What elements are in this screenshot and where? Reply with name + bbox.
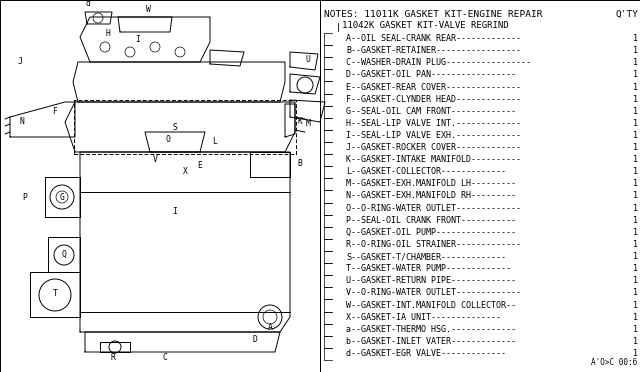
Text: C: C xyxy=(163,353,168,362)
Text: A'O>C 00:6: A'O>C 00:6 xyxy=(591,358,637,367)
Text: 1: 1 xyxy=(633,58,638,67)
Text: F: F xyxy=(52,108,58,116)
Text: R: R xyxy=(111,353,115,362)
Text: D--GASKET-OIL PAN-----------------: D--GASKET-OIL PAN----------------- xyxy=(346,70,516,79)
Text: 1: 1 xyxy=(633,240,638,249)
Text: d: d xyxy=(86,0,90,9)
Text: 1: 1 xyxy=(633,325,638,334)
Text: U: U xyxy=(305,55,310,64)
Text: R--O-RING-OIL STRAINER-------------: R--O-RING-OIL STRAINER------------- xyxy=(346,240,521,249)
Text: S--GASKET-T/CHAMBER-------------: S--GASKET-T/CHAMBER------------- xyxy=(346,252,506,261)
Text: X: X xyxy=(182,167,188,176)
Text: L--GASKET-COLLECTOR-------------: L--GASKET-COLLECTOR------------- xyxy=(346,167,506,176)
Text: Q'TY: Q'TY xyxy=(615,10,638,19)
Text: 11042K GASKET KIT-VALVE REGRIND: 11042K GASKET KIT-VALVE REGRIND xyxy=(342,21,509,30)
Text: Q--GASKET-OIL PUMP----------------: Q--GASKET-OIL PUMP---------------- xyxy=(346,228,516,237)
Text: 1: 1 xyxy=(633,83,638,92)
Text: E: E xyxy=(198,160,202,170)
Text: NOTES: 11011K GASKET KIT-ENGINE REPAIR: NOTES: 11011K GASKET KIT-ENGINE REPAIR xyxy=(324,10,543,19)
Text: 1: 1 xyxy=(633,301,638,310)
Text: L: L xyxy=(212,138,218,147)
Text: O--O-RING-WATER OUTLET-------------: O--O-RING-WATER OUTLET------------- xyxy=(346,203,521,213)
Text: J: J xyxy=(17,58,22,67)
Text: 1: 1 xyxy=(633,34,638,43)
Text: O: O xyxy=(166,135,170,144)
Text: 1: 1 xyxy=(633,46,638,55)
Text: J--GASKET-ROCKER COVER-------------: J--GASKET-ROCKER COVER------------- xyxy=(346,143,521,152)
Text: V: V xyxy=(152,154,157,164)
Text: 1: 1 xyxy=(633,107,638,116)
Text: Q: Q xyxy=(61,250,67,259)
Text: G: G xyxy=(60,193,65,202)
Text: 1: 1 xyxy=(633,203,638,213)
Text: T--GASKET-WATER PUMP-------------: T--GASKET-WATER PUMP------------- xyxy=(346,264,511,273)
Text: A--OIL SEAL-CRANK REAR-------------: A--OIL SEAL-CRANK REAR------------- xyxy=(346,34,521,43)
Text: 1: 1 xyxy=(633,312,638,322)
Text: 1: 1 xyxy=(633,70,638,79)
Text: 1: 1 xyxy=(633,192,638,201)
Text: a--GASKET-THERMO HSG.-------------: a--GASKET-THERMO HSG.------------- xyxy=(346,325,516,334)
Text: 1: 1 xyxy=(633,349,638,358)
Text: M: M xyxy=(305,119,310,128)
Text: F--GASKET-CLYNDER HEAD-------------: F--GASKET-CLYNDER HEAD------------- xyxy=(346,94,521,104)
Text: 1: 1 xyxy=(633,131,638,140)
Text: 1: 1 xyxy=(633,216,638,225)
Text: 1: 1 xyxy=(633,264,638,273)
Text: 1: 1 xyxy=(633,276,638,285)
Text: I--SEAL-LIP VALVE EXH.-------------: I--SEAL-LIP VALVE EXH.------------- xyxy=(346,131,521,140)
Text: P--SEAL-OIL CRANK FRONT-----------: P--SEAL-OIL CRANK FRONT----------- xyxy=(346,216,516,225)
Text: D: D xyxy=(253,336,257,344)
Text: A: A xyxy=(268,323,273,331)
Text: 1: 1 xyxy=(633,179,638,188)
Text: 1: 1 xyxy=(633,94,638,104)
Text: I: I xyxy=(173,208,177,217)
Text: 1: 1 xyxy=(633,337,638,346)
Text: V--O-RING-WATER OUTLET-------------: V--O-RING-WATER OUTLET------------- xyxy=(346,288,521,297)
Text: B: B xyxy=(298,160,303,169)
Text: 1: 1 xyxy=(633,119,638,128)
Text: 1: 1 xyxy=(633,252,638,261)
Text: M--GASKET-EXH.MANIFOLD LH---------: M--GASKET-EXH.MANIFOLD LH--------- xyxy=(346,179,516,188)
Text: C--WASHER-DRAIN PLUG-----------------: C--WASHER-DRAIN PLUG----------------- xyxy=(346,58,531,67)
Text: B--GASKET-RETAINER-----------------: B--GASKET-RETAINER----------------- xyxy=(346,46,521,55)
Text: K: K xyxy=(298,118,303,126)
Text: H: H xyxy=(106,29,111,38)
Text: W--GASKET-INT.MANIFOLD COLLECTOR--: W--GASKET-INT.MANIFOLD COLLECTOR-- xyxy=(346,301,516,310)
Text: b--GASKET-INLET VATER-------------: b--GASKET-INLET VATER------------- xyxy=(346,337,516,346)
Text: I: I xyxy=(136,35,140,45)
Text: E--GASKET-REAR COVER---------------: E--GASKET-REAR COVER--------------- xyxy=(346,83,521,92)
Text: 1: 1 xyxy=(633,167,638,176)
Text: W: W xyxy=(145,4,150,13)
Text: S: S xyxy=(173,122,177,131)
Text: 1: 1 xyxy=(633,288,638,297)
Text: X--GASKET-IA UNIT--------------: X--GASKET-IA UNIT-------------- xyxy=(346,312,501,322)
Text: K--GASKET-INTAKE MANIFOLD----------: K--GASKET-INTAKE MANIFOLD---------- xyxy=(346,155,521,164)
Text: U--GASKET-RETURN PIPE-------------: U--GASKET-RETURN PIPE------------- xyxy=(346,276,516,285)
Text: H--SEAL-LIP VALVE INT.-------------: H--SEAL-LIP VALVE INT.------------- xyxy=(346,119,521,128)
Text: 1: 1 xyxy=(633,228,638,237)
Text: N: N xyxy=(20,118,24,126)
Text: T: T xyxy=(52,289,58,298)
Text: P: P xyxy=(22,192,28,202)
Text: G--SEAL-OIL CAM FRONT-------------: G--SEAL-OIL CAM FRONT------------- xyxy=(346,107,516,116)
Text: 1: 1 xyxy=(633,143,638,152)
Text: 1: 1 xyxy=(633,155,638,164)
Bar xyxy=(0,0,320,372)
Bar xyxy=(320,0,640,372)
Text: N--GASKET-EXH.MANIFOLD RH---------: N--GASKET-EXH.MANIFOLD RH--------- xyxy=(346,192,516,201)
Text: d--GASKET-EGR VALVE-------------: d--GASKET-EGR VALVE------------- xyxy=(346,349,506,358)
